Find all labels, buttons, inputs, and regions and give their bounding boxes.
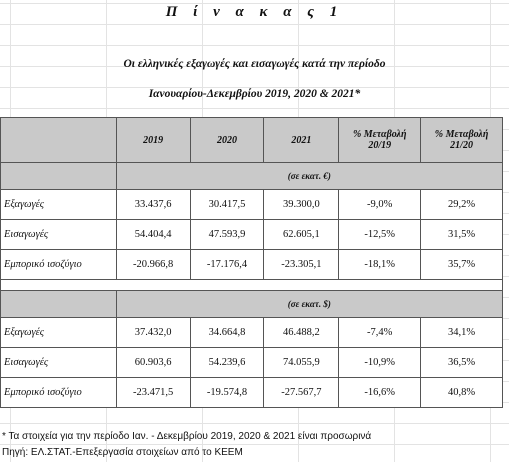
- unit-row-usd: (σε εκατ. $): [0, 290, 504, 318]
- column-header-2021: 2021: [263, 117, 340, 163]
- table-cell: 34.664,8: [189, 317, 265, 348]
- footnote-provisional: * Τα στοιχεία για την περίοδο Ιαν. - Δεκ…: [2, 431, 372, 442]
- table-cell: -19.574,8: [189, 377, 265, 408]
- table-cell: -16,6%: [338, 377, 422, 408]
- table-cell: -10,9%: [338, 347, 422, 378]
- row-label: Εισαγωγές: [0, 219, 117, 250]
- table-cell: 46.488,2: [263, 317, 340, 348]
- table-cell: 37.432,0: [115, 317, 191, 348]
- table-cell: 31,5%: [420, 219, 503, 250]
- header-corner: [0, 117, 117, 163]
- table-cell: -17.176,4: [189, 249, 265, 280]
- table-cell: -12,5%: [338, 219, 422, 250]
- table-row: Εμπορικό ισοζύγιο -20.966,8 -17.176,4 -2…: [0, 249, 503, 280]
- table-cell: -23.305,1: [263, 249, 340, 280]
- table-cell: 54.404,4: [115, 219, 191, 250]
- table-cell: 74.055,9: [263, 347, 340, 378]
- section-spacer: [0, 279, 503, 291]
- unit-row-label-cell: [0, 290, 117, 318]
- column-header-2019: 2019: [115, 117, 191, 163]
- table-row: Εμπορικό ισοζύγιο -23.471,5 -19.574,8 -2…: [0, 377, 503, 408]
- table-cell: 54.239,6: [189, 347, 265, 378]
- table-cell: 30.417,5: [189, 189, 265, 220]
- row-label: Εμπορικό ισοζύγιο: [0, 249, 117, 280]
- column-header-change-21-20: % Μεταβολή 21/20: [420, 117, 503, 163]
- table-row: Εξαγωγές 33.437,6 30.417,5 39.300,0 -9,0…: [0, 189, 503, 220]
- table-cell: -23.471,5: [115, 377, 191, 408]
- unit-label-eur: (σε εκατ. €): [115, 162, 504, 190]
- table-cell: 47.593,9: [189, 219, 265, 250]
- header-row: 2019 2020 2021 % Μεταβολή 20/19 % Μεταβο…: [0, 117, 503, 163]
- unit-row-label-cell: [0, 162, 117, 190]
- table-row: Εισαγωγές 54.404,4 47.593,9 62.605,1 -12…: [0, 219, 503, 250]
- spacer-cell: [0, 279, 503, 291]
- table-cell: 39.300,0: [263, 189, 340, 220]
- table-cell: 34,1%: [420, 317, 503, 348]
- table-cell: 35,7%: [420, 249, 503, 280]
- table-cell: -9,0%: [338, 189, 422, 220]
- table-cell: 29,2%: [420, 189, 503, 220]
- table-title: Π ί ν α κ α ς 1: [165, 4, 344, 20]
- row-label: Εξαγωγές: [0, 189, 117, 220]
- table-cell: -20.966,8: [115, 249, 191, 280]
- unit-label-usd: (σε εκατ. $): [115, 290, 504, 318]
- column-header-2020: 2020: [189, 117, 265, 163]
- table-cell: -27.567,7: [263, 377, 340, 408]
- row-label: Εισαγωγές: [0, 347, 117, 378]
- row-label: Εμπορικό ισοζύγιο: [0, 377, 117, 408]
- table-row: Εισαγωγές 60.903,6 54.239,6 74.055,9 -10…: [0, 347, 503, 378]
- table-cell: 40,8%: [420, 377, 503, 408]
- unit-row-eur: (σε εκατ. €): [0, 162, 504, 190]
- table-cell: 36,5%: [420, 347, 503, 378]
- table-cell: 60.903,6: [115, 347, 191, 378]
- table-row: Εξαγωγές 37.432,0 34.664,8 46.488,2 -7,4…: [0, 317, 503, 348]
- row-label: Εξαγωγές: [0, 317, 117, 348]
- table-cell: -7,4%: [338, 317, 422, 348]
- table-cell: -18,1%: [338, 249, 422, 280]
- subtitle-line-2: Ιανουαρίου-Δεκεμβρίου 2019, 2020 & 2021*: [148, 88, 361, 100]
- trade-table: 2019 2020 2021 % Μεταβολή 20/19 % Μεταβο…: [0, 117, 504, 408]
- table-cell: 33.437,6: [115, 189, 191, 220]
- subtitle-line-1: Οι ελληνικές εξαγωγές και εισαγωγές κατά…: [123, 58, 386, 70]
- footnote-source: Πηγή: ΕΛ.ΣΤΑΤ.-Επεξεργασία στοιχείων από…: [2, 447, 243, 458]
- column-header-change-20-19: % Μεταβολή 20/19: [338, 117, 422, 163]
- table-cell: 62.605,1: [263, 219, 340, 250]
